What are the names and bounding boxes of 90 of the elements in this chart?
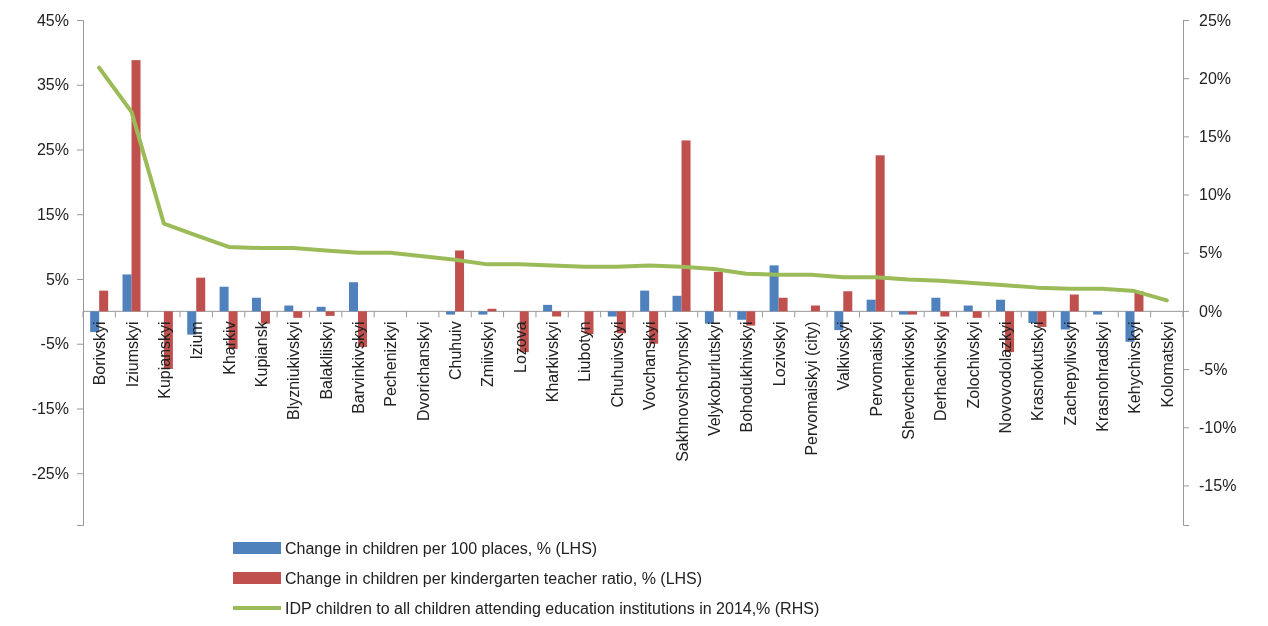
x-tick-label: Kharkiv [220,321,238,375]
x-tick-label: Chuhuivskyi [608,321,626,408]
x-tick-label: Sakhnovshchynskyi [673,321,691,462]
y2-tick-label: 20% [1199,69,1232,87]
bar [219,286,229,312]
x-tick-label: Pervomaiskyi [867,321,885,417]
x-tick-label: Vovchanskyi [641,321,659,411]
y-tick-label: 45% [36,11,69,29]
bar [251,297,261,312]
bar [349,282,358,312]
bar [866,299,876,312]
bar [769,265,779,312]
x-tick-label: Bohodukhivskyi [738,321,756,433]
legend-label: Change in children per 100 places, % (LHS) [285,540,598,557]
x-tick-label: Zmiivskyi [479,321,497,388]
y2-tick-label: -10% [1199,418,1237,436]
y-tick-label: 25% [36,141,69,159]
bar [640,290,650,312]
bar [681,140,691,312]
bar [672,295,682,312]
y2-tick-label: -5% [1199,360,1228,378]
y-tick-label: 35% [36,76,69,94]
x-tick-label: Lozova [511,321,529,373]
bar [940,311,950,317]
bar [972,311,982,318]
x-tick-label: Krasnokutskyi [1029,321,1047,421]
x-tick-label: Kupiansk [252,320,270,388]
y2-tick-label: 5% [1199,244,1223,262]
bar [875,155,885,312]
bar [455,250,465,312]
y2-tick-label: 0% [1199,302,1223,320]
x-tick-label: Derhachivskyi [932,321,950,421]
bar [446,311,456,315]
y2-tick-label: 25% [1199,11,1232,29]
x-tick-label: Dvorichanskyi [414,321,432,421]
x-tick-label: Lozivskyi [770,321,788,387]
bar [552,311,562,317]
bar [122,274,132,312]
bar [899,311,908,315]
y-tick-label: -5% [40,335,69,353]
bar [607,311,617,317]
bar [931,297,941,312]
bar [478,311,488,315]
legend-label: IDP children to all children attending education institutions in 2014,% (RHS) [285,600,820,617]
y2-tick-label: 10% [1199,186,1232,204]
y2-tick-label: 15% [1199,127,1232,145]
x-tick-label: Kehychivskyi [1126,321,1144,414]
bar [99,290,109,312]
x-tick-label: Kupianskyi [155,321,173,399]
bar [293,311,303,318]
x-tick-label: Velykoburlutskyi [705,321,723,437]
x-tick-label: Zachepylivskyi [1061,321,1079,426]
y-tick-label: -15% [31,400,69,418]
y-tick-label: -25% [31,464,69,482]
x-tick-label: Krasnohradskyi [1094,321,1112,432]
x-tick-label: Liubotyn [576,321,594,382]
x-tick-label: Zolochivskyi [964,321,982,409]
x-tick-label: Shevchenkivskyi [900,321,917,440]
x-tick-label: Valkivskyi [835,321,853,391]
bar [737,311,747,320]
x-tick-label: Pervomaiskyi (city) [802,321,820,456]
bar [196,277,206,312]
bar [325,311,335,316]
bar [996,299,1006,312]
x-tick-label: Kharkivskyi [544,321,562,403]
bar [713,271,723,312]
bar [908,311,917,315]
bar [543,304,553,312]
y-tick-label: 15% [36,205,69,223]
x-tick-label: Pechenizkyi [382,321,400,407]
x-tick-label: Kolomatskyi [1158,321,1176,408]
x-tick-label: Barvinkivskyi [350,321,367,414]
x-tick-label: Iziumskyi [123,321,141,388]
y2-tick-label: -15% [1199,477,1237,495]
bar [131,60,141,312]
x-tick-label: Balakliiskyi [317,321,335,400]
bar [704,311,714,324]
x-tick-label: Izium [188,321,206,360]
bar [1028,311,1038,323]
bar [1069,294,1079,312]
x-tick-label: Chuhuiv [447,321,465,381]
x-tick-label: Novovodolazkyi [997,321,1015,434]
bar [843,291,853,312]
line-series [97,65,1169,303]
y-tick-label: 5% [45,270,69,288]
bar [778,297,788,312]
bar [1093,311,1103,315]
legend-label: Change in children per kindergarten teacher ratio, % (LHS) [285,570,703,587]
x-tick-label: Blyzniukivskyi [285,321,303,421]
x-tick-label: Borivskyi [91,321,109,386]
